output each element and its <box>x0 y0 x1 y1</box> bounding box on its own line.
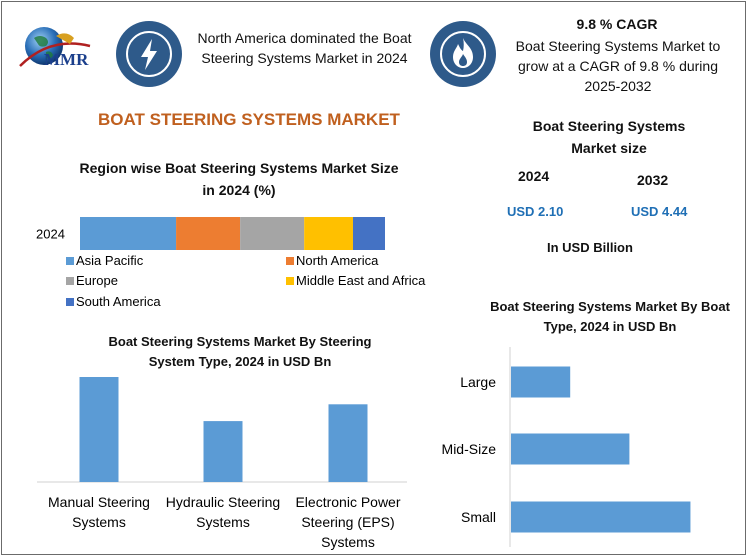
boat-category-label-large: Large <box>460 374 496 390</box>
boat-type-chart-title: Boat Steering Systems Market By Boat Typ… <box>490 299 730 334</box>
steering-category-label-1: Manual Steering Systems <box>48 494 150 530</box>
steering-bar-electronic-power-steering-eps-systems <box>328 404 368 482</box>
steering-bar-hydraulic-steering-systems <box>203 421 243 482</box>
boat-type-chart: Large Mid-Size Small <box>442 347 691 547</box>
region-bar-europe <box>240 217 305 250</box>
main-title: BOAT STEERING SYSTEMS MARKET <box>98 110 400 129</box>
lightning-icon <box>116 21 182 87</box>
steering-chart-title: Boat Steering Systems Market By Steering… <box>108 334 372 369</box>
boat-bar-large <box>511 366 571 398</box>
logo: MMR <box>16 22 116 82</box>
legend-swatch-north-america <box>286 257 294 265</box>
steering-category-label-3: Electronic Power Steering (EPS) Systems <box>295 494 400 550</box>
region-chart-category-label: 2024 <box>36 227 65 242</box>
cagr-title: 9.8 % CAGR <box>576 16 658 32</box>
legend-swatch-asia-pacific <box>66 257 74 265</box>
steering-bar-manual-steering-systems <box>79 377 119 482</box>
globe-icon <box>19 27 91 67</box>
steering-category-label-2: Hydraulic Steering Systems <box>166 494 280 530</box>
legend-label-north-america: North America <box>296 253 379 268</box>
legend-swatch-middle-east-and-africa <box>286 277 294 285</box>
boat-bar-small <box>511 501 691 533</box>
market-size-title: Boat Steering Systems Market size <box>532 118 686 156</box>
market-size-year-2032: 2032 <box>637 172 669 188</box>
flame-icon <box>430 21 496 87</box>
region-bar-asia-pacific <box>80 217 177 250</box>
legend-label-asia-pacific: Asia Pacific <box>76 253 144 268</box>
region-bar-north-america <box>176 217 241 250</box>
header-left-text: North America dominated the Boat Steerin… <box>197 30 412 66</box>
legend-label-south-america: South America <box>76 294 161 309</box>
market-size-value-2024: USD 2.10 <box>507 204 564 219</box>
legend-swatch-europe <box>66 277 74 285</box>
legend-swatch-south-america <box>66 298 74 306</box>
logo-text: MMR <box>44 50 89 69</box>
region-chart-title: Region wise Boat Steering Systems Market… <box>79 160 399 198</box>
market-size-value-2032: USD 4.44 <box>631 204 688 219</box>
boat-bar-mid-size <box>511 433 630 465</box>
market-size-year-2024: 2024 <box>518 168 550 184</box>
region-bar-south-america <box>352 217 385 250</box>
boat-category-label-mid-size: Mid-Size <box>442 441 497 457</box>
boat-category-label-small: Small <box>461 509 496 525</box>
steering-chart: Manual Steering Systems Hydraulic Steering… <box>37 377 407 550</box>
legend-label-europe: Europe <box>76 273 118 288</box>
cagr-text: Boat Steering Systems Market to grow at … <box>515 38 721 94</box>
region-chart: 2024 Asia Pacific North America Europe Middl… <box>36 217 426 309</box>
region-bar-middle-east-and-africa <box>304 217 353 250</box>
market-size-unit: In USD Billion <box>547 240 633 255</box>
legend-label-middle-east-and-africa: Middle East and Africa <box>296 273 426 288</box>
